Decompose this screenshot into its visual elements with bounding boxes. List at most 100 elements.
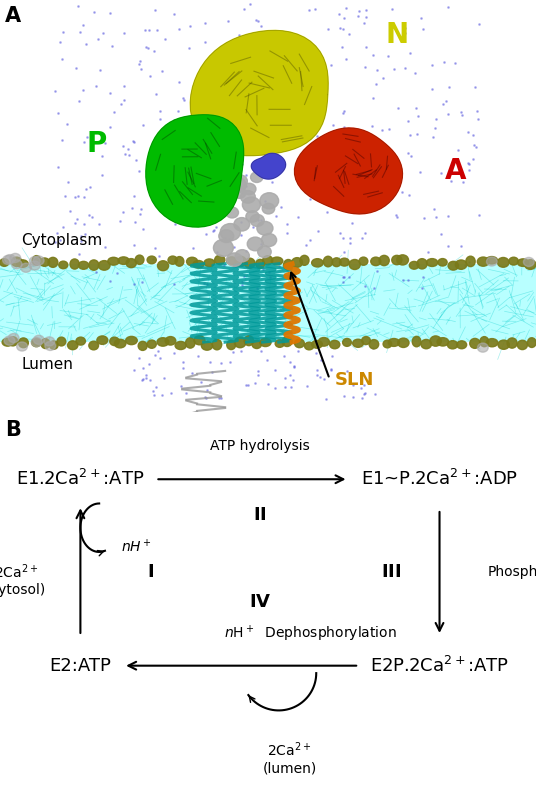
Ellipse shape bbox=[220, 224, 240, 241]
Ellipse shape bbox=[487, 257, 497, 266]
Ellipse shape bbox=[227, 257, 237, 265]
Ellipse shape bbox=[456, 260, 467, 269]
Ellipse shape bbox=[204, 259, 215, 267]
Ellipse shape bbox=[41, 338, 50, 349]
Ellipse shape bbox=[271, 257, 283, 265]
Ellipse shape bbox=[4, 336, 15, 345]
Ellipse shape bbox=[234, 338, 246, 348]
Ellipse shape bbox=[470, 338, 480, 349]
Ellipse shape bbox=[262, 203, 274, 214]
Ellipse shape bbox=[40, 258, 50, 266]
Ellipse shape bbox=[421, 339, 431, 349]
Ellipse shape bbox=[437, 338, 449, 346]
Ellipse shape bbox=[214, 255, 225, 265]
Ellipse shape bbox=[233, 188, 246, 199]
Ellipse shape bbox=[99, 261, 110, 270]
Ellipse shape bbox=[262, 233, 277, 246]
Ellipse shape bbox=[213, 239, 233, 257]
Ellipse shape bbox=[438, 258, 447, 266]
Ellipse shape bbox=[126, 258, 136, 268]
Ellipse shape bbox=[157, 338, 169, 346]
Ellipse shape bbox=[110, 337, 119, 345]
Ellipse shape bbox=[89, 341, 99, 350]
Text: ATP hydrolysis: ATP hydrolysis bbox=[210, 439, 310, 453]
Ellipse shape bbox=[466, 256, 475, 267]
Text: E2P.2Ca$^{2+}$:ATP: E2P.2Ca$^{2+}$:ATP bbox=[370, 655, 509, 676]
Ellipse shape bbox=[29, 257, 40, 265]
Ellipse shape bbox=[226, 207, 239, 218]
Ellipse shape bbox=[486, 338, 498, 347]
Ellipse shape bbox=[246, 211, 259, 222]
Ellipse shape bbox=[235, 250, 249, 261]
Ellipse shape bbox=[412, 336, 421, 347]
Ellipse shape bbox=[2, 338, 13, 346]
Ellipse shape bbox=[507, 338, 517, 349]
Ellipse shape bbox=[18, 338, 28, 348]
Ellipse shape bbox=[17, 260, 28, 268]
Ellipse shape bbox=[430, 336, 441, 346]
Ellipse shape bbox=[21, 263, 32, 272]
Ellipse shape bbox=[256, 259, 265, 268]
Ellipse shape bbox=[118, 257, 129, 265]
Ellipse shape bbox=[311, 341, 323, 349]
Ellipse shape bbox=[282, 337, 292, 346]
Ellipse shape bbox=[235, 257, 246, 266]
Ellipse shape bbox=[241, 191, 255, 203]
Polygon shape bbox=[295, 128, 403, 214]
Ellipse shape bbox=[250, 172, 263, 182]
Ellipse shape bbox=[108, 257, 119, 265]
Ellipse shape bbox=[175, 257, 184, 266]
Bar bbox=[0, 264, 536, 342]
Ellipse shape bbox=[33, 256, 44, 265]
Text: 2Ca$^{2+}$
(lumen): 2Ca$^{2+}$ (lumen) bbox=[262, 740, 317, 775]
Ellipse shape bbox=[263, 256, 273, 265]
Text: P: P bbox=[86, 130, 107, 159]
Ellipse shape bbox=[138, 341, 147, 350]
Ellipse shape bbox=[8, 337, 18, 346]
Ellipse shape bbox=[509, 257, 518, 265]
Ellipse shape bbox=[392, 255, 402, 265]
Ellipse shape bbox=[332, 257, 341, 267]
Ellipse shape bbox=[480, 337, 489, 347]
Text: Cytoplasm: Cytoplasm bbox=[21, 233, 103, 248]
Ellipse shape bbox=[257, 221, 273, 236]
Text: A: A bbox=[5, 6, 21, 26]
Ellipse shape bbox=[260, 193, 279, 209]
Ellipse shape bbox=[244, 336, 254, 345]
Ellipse shape bbox=[114, 339, 126, 348]
Ellipse shape bbox=[275, 340, 284, 347]
Ellipse shape bbox=[147, 256, 157, 264]
Ellipse shape bbox=[57, 337, 66, 346]
Ellipse shape bbox=[252, 340, 262, 349]
Text: $n$H$^+$: $n$H$^+$ bbox=[121, 538, 151, 555]
Ellipse shape bbox=[448, 341, 458, 349]
Ellipse shape bbox=[397, 255, 408, 265]
Ellipse shape bbox=[185, 338, 195, 348]
Ellipse shape bbox=[497, 257, 509, 267]
Ellipse shape bbox=[70, 259, 79, 269]
Ellipse shape bbox=[68, 341, 78, 349]
Ellipse shape bbox=[417, 258, 427, 269]
Polygon shape bbox=[251, 153, 286, 179]
Ellipse shape bbox=[498, 340, 509, 349]
Ellipse shape bbox=[168, 256, 177, 265]
Ellipse shape bbox=[311, 259, 323, 267]
Text: B: B bbox=[5, 419, 21, 440]
Ellipse shape bbox=[517, 259, 528, 266]
Text: A: A bbox=[445, 157, 466, 185]
Ellipse shape bbox=[193, 261, 204, 268]
Ellipse shape bbox=[410, 261, 419, 269]
Ellipse shape bbox=[227, 253, 242, 266]
Ellipse shape bbox=[212, 339, 222, 350]
Ellipse shape bbox=[0, 259, 9, 266]
Ellipse shape bbox=[486, 257, 497, 264]
Ellipse shape bbox=[227, 177, 246, 193]
Ellipse shape bbox=[187, 257, 198, 266]
Text: $\mathbf{IV}$: $\mathbf{IV}$ bbox=[249, 593, 271, 612]
Ellipse shape bbox=[89, 260, 99, 270]
Ellipse shape bbox=[448, 261, 459, 270]
Ellipse shape bbox=[9, 334, 19, 342]
Ellipse shape bbox=[76, 337, 85, 345]
Ellipse shape bbox=[11, 260, 22, 268]
Ellipse shape bbox=[5, 254, 16, 264]
